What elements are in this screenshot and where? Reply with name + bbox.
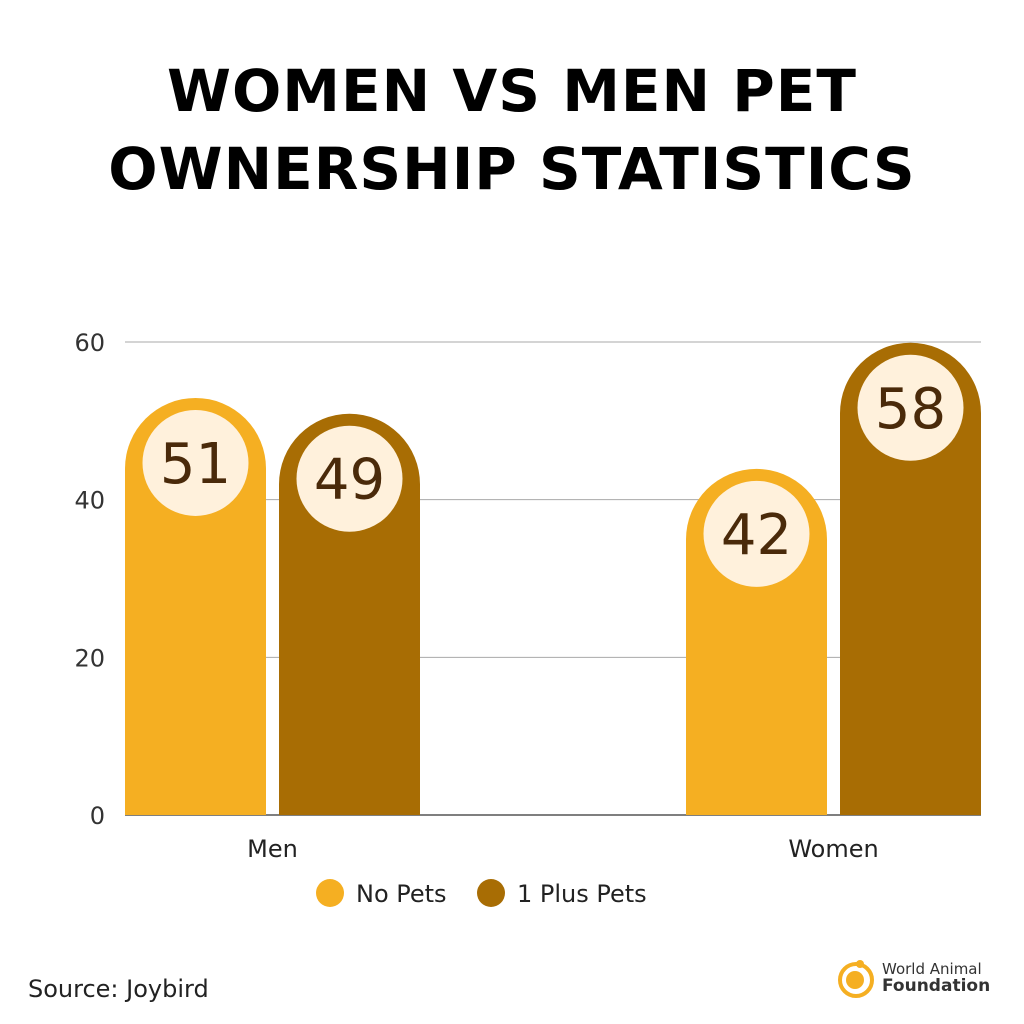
source-text: Source: Joybird — [28, 975, 209, 1003]
y-tick-label: 20 — [74, 644, 105, 672]
x-tick-label: Men — [247, 835, 298, 863]
data-label: 42 — [721, 503, 792, 568]
dog-logo-icon — [838, 960, 874, 998]
bar — [840, 342, 981, 815]
legend-label: No Pets — [356, 880, 447, 908]
legend-swatch — [316, 879, 344, 907]
x-tick-label: Women — [788, 835, 878, 863]
logo-line2: Foundation — [882, 976, 991, 996]
data-label: 51 — [160, 432, 231, 497]
logo-line1: World Animal — [882, 960, 982, 978]
data-label: 49 — [314, 448, 385, 513]
data-label: 58 — [875, 377, 946, 442]
legend-label: 1 Plus Pets — [517, 880, 647, 908]
y-tick-label: 40 — [74, 487, 105, 515]
data-label-circle — [142, 409, 249, 516]
logo: World Animal Foundation — [836, 958, 990, 998]
legend-swatch — [477, 879, 505, 907]
chart-title: WOMEN VS MEN PET OWNERSHIP STATISTICS — [108, 57, 916, 203]
y-tick-label: 60 — [74, 329, 105, 357]
data-label-circle — [703, 480, 810, 587]
data-label-circle — [857, 354, 964, 461]
data-label-circle — [296, 425, 403, 532]
y-tick-label: 0 — [90, 802, 105, 830]
